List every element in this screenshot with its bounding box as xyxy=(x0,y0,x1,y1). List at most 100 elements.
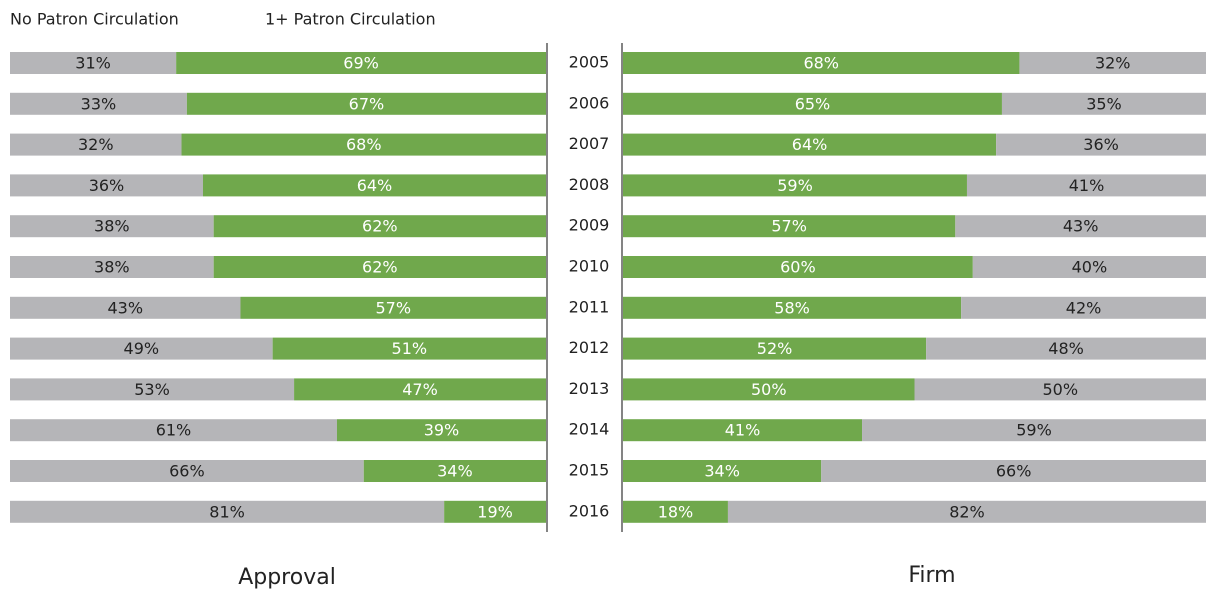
value-label: 41% xyxy=(1069,176,1105,195)
bar-segment xyxy=(623,378,915,401)
bar-segment xyxy=(1019,52,1206,74)
value-label: 59% xyxy=(1016,421,1052,440)
bar-segment xyxy=(623,256,973,278)
value-label: 57% xyxy=(375,298,411,317)
bar-segment xyxy=(623,337,927,360)
value-label: 62% xyxy=(362,217,398,236)
bar-segment xyxy=(363,460,546,482)
y-tick-label: 2015 xyxy=(569,461,610,480)
value-label: 34% xyxy=(704,462,740,481)
bar-segment xyxy=(821,460,1206,482)
y-tick-label: 2013 xyxy=(569,379,610,398)
value-label: 69% xyxy=(343,54,379,73)
value-label: 36% xyxy=(89,176,125,195)
bar-segment xyxy=(336,419,546,442)
y-tick-label: 2005 xyxy=(569,53,610,72)
value-label: 48% xyxy=(1048,339,1084,358)
bar-segment xyxy=(10,378,295,401)
value-label: 49% xyxy=(124,339,160,358)
value-label: 66% xyxy=(169,462,205,481)
bar-segment xyxy=(213,215,546,238)
value-label: 42% xyxy=(1066,298,1102,317)
bar-segment xyxy=(972,256,1206,278)
value-label: 58% xyxy=(774,298,810,317)
value-label: 64% xyxy=(357,176,393,195)
bar-segment xyxy=(10,133,182,156)
value-label: 18% xyxy=(658,502,694,521)
bar-segment xyxy=(10,92,187,115)
value-label: 39% xyxy=(424,421,460,440)
bar-segment xyxy=(10,296,241,319)
bar-segment xyxy=(966,174,1206,197)
y-tick-label: 2009 xyxy=(569,216,610,235)
value-label: 66% xyxy=(996,462,1032,481)
legend-label: 1+ Patron Circulation xyxy=(265,10,436,29)
value-label: 31% xyxy=(75,54,111,73)
y-tick-label: 2014 xyxy=(569,420,610,439)
value-label: 19% xyxy=(477,502,513,521)
y-tick-label: 2006 xyxy=(569,93,610,112)
bar-segment xyxy=(10,419,337,442)
bar-segment xyxy=(955,215,1206,238)
bar-segment xyxy=(240,296,547,319)
bar-segment xyxy=(10,52,177,74)
bar-segment xyxy=(623,419,863,442)
bar-segment xyxy=(10,460,364,482)
bar-segment xyxy=(10,256,214,278)
value-label: 81% xyxy=(209,502,245,521)
bar-segment xyxy=(444,500,546,523)
y-tick-label: 2007 xyxy=(569,134,610,153)
value-label: 60% xyxy=(780,258,816,277)
value-label: 53% xyxy=(134,380,170,399)
legend-label: No Patron Circulation xyxy=(10,10,179,29)
bar-segment xyxy=(186,92,546,115)
value-label: 40% xyxy=(1072,258,1108,277)
value-label: 68% xyxy=(346,135,382,154)
value-label: 61% xyxy=(156,421,192,440)
y-tick-label: 2016 xyxy=(569,501,610,520)
value-label: 68% xyxy=(803,54,839,73)
value-label: 38% xyxy=(94,217,130,236)
value-label: 43% xyxy=(107,298,143,317)
bar-segment xyxy=(181,133,546,156)
bar-segment xyxy=(10,174,203,197)
value-label: 64% xyxy=(792,135,828,154)
y-tick-label: 2008 xyxy=(569,175,610,194)
value-label: 47% xyxy=(402,380,438,399)
bar-segment xyxy=(10,500,445,523)
bar-segment xyxy=(996,133,1206,156)
bar-segment xyxy=(213,256,546,278)
bar-segment xyxy=(862,419,1206,442)
bar-segment xyxy=(926,337,1206,360)
bar-segment xyxy=(727,500,1206,523)
bar-segment xyxy=(176,52,546,74)
bar-segment xyxy=(623,92,1002,115)
value-label: 33% xyxy=(81,94,117,113)
bar-segment xyxy=(623,133,997,156)
bar-segment xyxy=(623,52,1020,74)
bar-segment xyxy=(623,174,967,197)
panel-title: Approval xyxy=(238,565,336,590)
value-label: 59% xyxy=(777,176,813,195)
value-label: 43% xyxy=(1063,217,1099,236)
value-label: 32% xyxy=(78,135,114,154)
value-label: 36% xyxy=(1083,135,1119,154)
value-label: 50% xyxy=(1042,380,1078,399)
bar-segment xyxy=(623,215,956,238)
bar-segment xyxy=(623,296,962,319)
value-label: 34% xyxy=(437,462,473,481)
value-label: 65% xyxy=(795,94,831,113)
y-tick-label: 2011 xyxy=(569,297,610,316)
value-label: 62% xyxy=(362,258,398,277)
value-label: 57% xyxy=(771,217,807,236)
bar-segment xyxy=(961,296,1206,319)
bar-segment xyxy=(10,337,273,360)
panel-title: Firm xyxy=(908,563,955,588)
value-label: 50% xyxy=(751,380,787,399)
bar-segment xyxy=(914,378,1206,401)
bar-segment xyxy=(294,378,546,401)
y-tick-label: 2012 xyxy=(569,338,610,357)
value-label: 67% xyxy=(349,94,385,113)
bar-segment xyxy=(10,215,214,238)
